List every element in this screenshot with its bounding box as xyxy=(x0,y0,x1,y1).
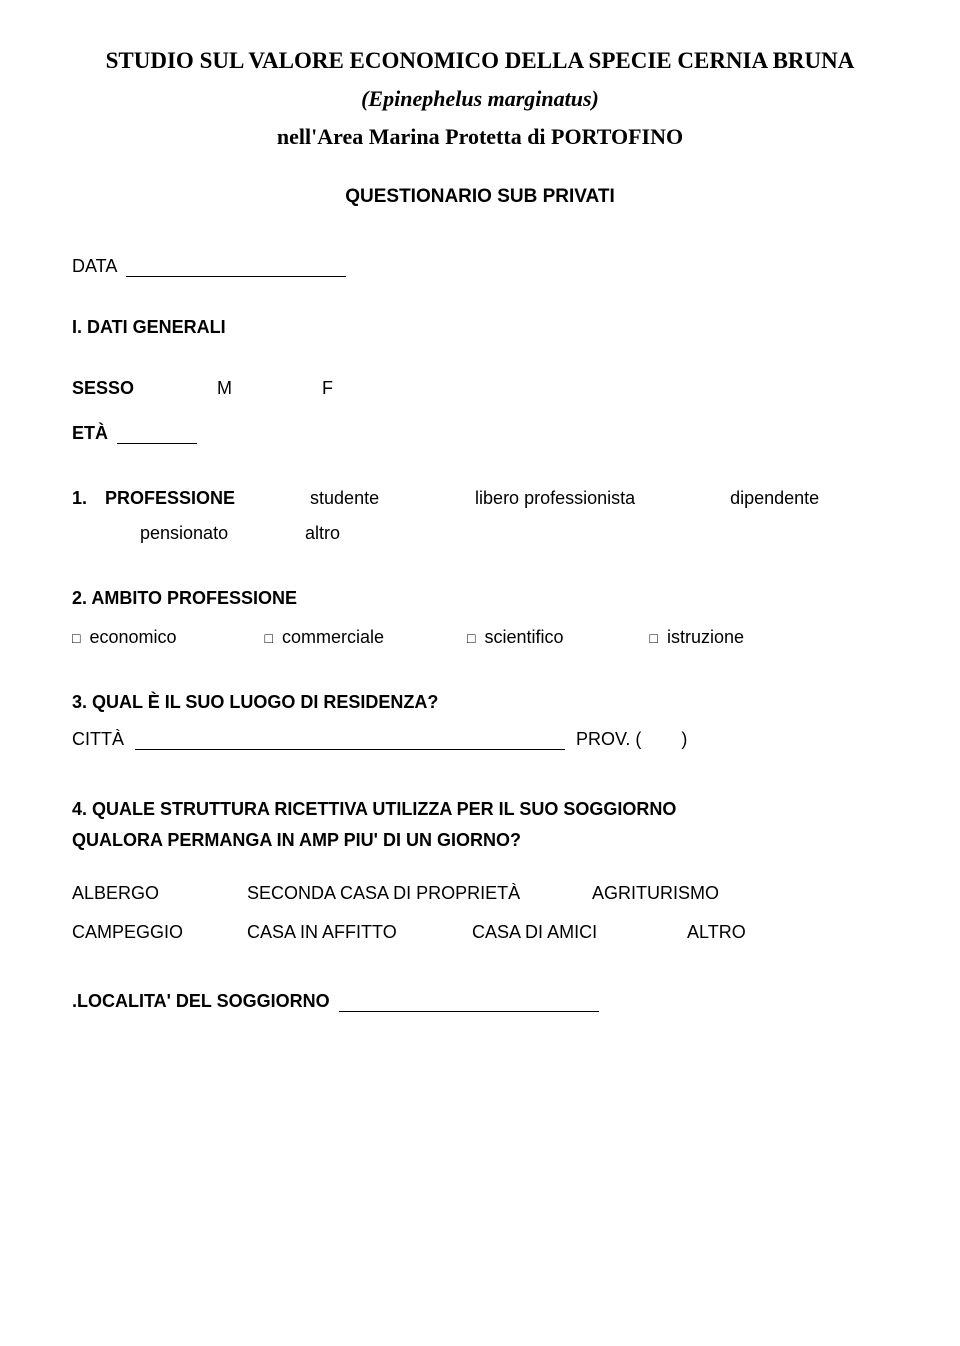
checkbox-icon: □ xyxy=(467,630,475,646)
q4-title-l1: QUALE STRUTTURA RICETTIVA UTILIZZA PER I… xyxy=(92,799,676,819)
eta-row: ETÀ xyxy=(72,423,888,444)
eta-input-line[interactable] xyxy=(117,443,197,444)
q3-title: QUAL È IL SUO LUOGO DI RESIDENZA? xyxy=(92,692,438,712)
q1-number: 1. xyxy=(72,488,100,509)
q1-option-studente[interactable]: studente xyxy=(310,488,470,509)
checkbox-icon: □ xyxy=(650,630,658,646)
subtitle: QUESTIONARIO SUB PRIVATI xyxy=(72,186,888,208)
q3-block: 3. QUAL È IL SUO LUOGO DI RESIDENZA? CIT… xyxy=(72,692,888,750)
q4-option-campeggio[interactable]: CAMPEGGIO xyxy=(72,922,242,943)
q2-option-scientifico[interactable]: scientifico xyxy=(484,627,644,648)
q1-option-pensionato[interactable]: pensionato xyxy=(140,523,300,544)
title-line2: (Epinephelus marginatus) xyxy=(72,86,888,112)
checkbox-icon: □ xyxy=(265,630,273,646)
q4-option-agriturismo[interactable]: AGRITURISMO xyxy=(592,883,772,904)
localita-row: .LOCALITA' DEL SOGGIORNO xyxy=(72,991,888,1012)
prov-close: ) xyxy=(681,729,687,749)
title-line3: nell'Area Marina Protetta di PORTOFINO xyxy=(72,124,888,150)
q1-option-altro[interactable]: altro xyxy=(305,523,340,544)
prov-label: PROV. ( xyxy=(576,729,641,749)
title-line1: STUDIO SUL VALORE ECONOMICO DELLA SPECIE… xyxy=(72,48,888,74)
q2-block: 2. AMBITO PROFESSIONE □ economico □ comm… xyxy=(72,588,888,648)
q4-option-amici[interactable]: CASA DI AMICI xyxy=(472,922,682,943)
eta-label: ETÀ xyxy=(72,423,108,443)
q2-option-istruzione[interactable]: istruzione xyxy=(667,627,744,648)
q1-option-libero[interactable]: libero professionista xyxy=(475,488,725,509)
section-1-heading: I. DATI GENERALI xyxy=(72,317,888,338)
localita-input-line[interactable] xyxy=(339,1011,599,1012)
data-label: DATA xyxy=(72,256,117,277)
q4-title-l2: QUALORA PERMANGA IN AMP PIU' DI UN GIORN… xyxy=(72,830,521,850)
sesso-row: SESSO M F xyxy=(72,378,888,399)
q3-number: 3. xyxy=(72,692,87,712)
q4-option-altro[interactable]: ALTRO xyxy=(687,922,746,943)
q2-number: 2. xyxy=(72,588,87,608)
city-input-line[interactable] xyxy=(135,749,565,750)
data-row: DATA xyxy=(72,256,888,277)
q2-option-economico[interactable]: economico xyxy=(89,627,259,648)
q4-number: 4. xyxy=(72,799,87,819)
sesso-option-f[interactable]: F xyxy=(322,378,333,399)
q1-title: PROFESSIONE xyxy=(105,488,305,509)
checkbox-icon: □ xyxy=(72,630,80,646)
q4-option-albergo[interactable]: ALBERGO xyxy=(72,883,242,904)
q4-block: 4. QUALE STRUTTURA RICETTIVA UTILIZZA PE… xyxy=(72,794,888,943)
q2-option-commerciale[interactable]: commerciale xyxy=(282,627,462,648)
sesso-option-m[interactable]: M xyxy=(217,378,317,399)
data-input-line[interactable] xyxy=(126,276,346,277)
sesso-label: SESSO xyxy=(72,378,212,399)
title-block: STUDIO SUL VALORE ECONOMICO DELLA SPECIE… xyxy=(72,48,888,208)
localita-label: .LOCALITA' DEL SOGGIORNO xyxy=(72,991,330,1011)
q4-option-affitto[interactable]: CASA IN AFFITTO xyxy=(247,922,467,943)
q1-block: 1. PROFESSIONE studente libero professio… xyxy=(72,488,888,544)
q1-option-dipendente[interactable]: dipendente xyxy=(730,488,819,509)
city-label: CITTÀ xyxy=(72,729,124,749)
q4-option-seconda-casa[interactable]: SECONDA CASA DI PROPRIETÀ xyxy=(247,883,587,904)
q2-title: AMBITO PROFESSIONE xyxy=(91,588,297,608)
